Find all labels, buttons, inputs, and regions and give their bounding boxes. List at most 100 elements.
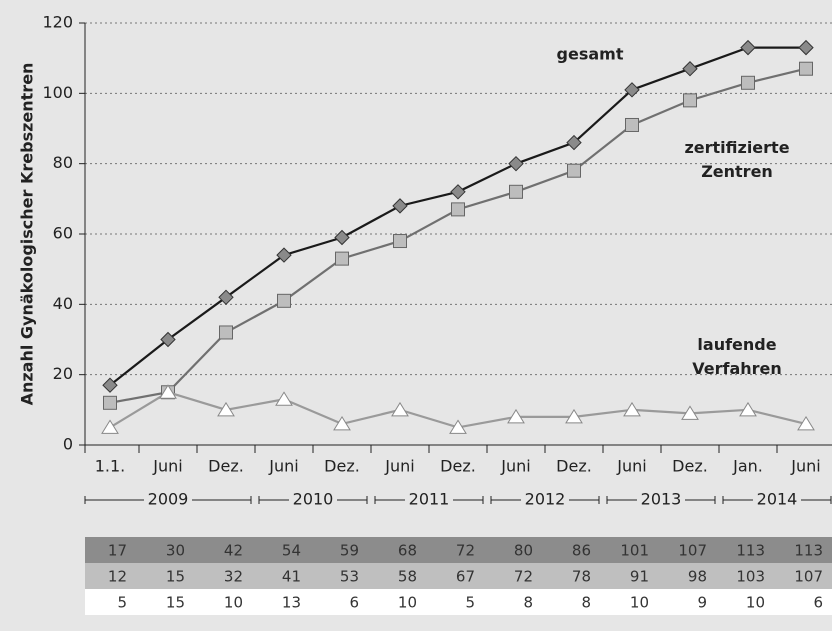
x-tick-label: Juni — [384, 457, 414, 476]
table-cell: 78 — [572, 568, 591, 586]
table-cell: 113 — [794, 542, 823, 560]
x-tick-label: Dez. — [672, 457, 708, 476]
table-row — [85, 589, 832, 615]
table-cell: 41 — [282, 568, 301, 586]
marker — [623, 401, 641, 417]
y-axis-label: Anzahl Gynäkologischer Krebszentren — [18, 63, 37, 406]
marker — [277, 293, 291, 308]
marker — [276, 247, 292, 263]
table-cell: 53 — [340, 568, 359, 586]
table-cell: 103 — [736, 568, 765, 586]
series-label: gesamt — [557, 45, 624, 64]
table-cell: 10 — [398, 594, 417, 612]
table-cell: 32 — [224, 568, 243, 586]
y-tick-label: 20 — [53, 364, 73, 383]
table-row — [85, 563, 832, 589]
year-label: 2013 — [641, 490, 682, 509]
x-tick-label: Juni — [152, 457, 182, 476]
table-cell: 91 — [630, 568, 649, 586]
marker — [101, 419, 119, 434]
marker — [450, 184, 466, 200]
marker — [334, 229, 350, 246]
marker — [739, 401, 757, 417]
year-label: 2012 — [525, 490, 566, 509]
table-cell: 72 — [514, 568, 533, 586]
table-cell: 58 — [398, 568, 417, 586]
marker — [393, 234, 407, 249]
table-cell: 86 — [572, 542, 591, 560]
marker — [681, 405, 699, 420]
series-label: zertifizierte Zentren — [684, 138, 789, 181]
x-tick-label: Dez. — [324, 457, 360, 476]
marker — [507, 408, 525, 424]
y-tick-label: 120 — [42, 13, 73, 32]
marker — [218, 289, 234, 306]
table-cell: 113 — [736, 542, 765, 560]
year-label: 2009 — [148, 490, 189, 509]
table-cell: 80 — [514, 542, 533, 560]
marker — [798, 39, 814, 56]
marker — [391, 401, 409, 417]
x-tick-label: Dez. — [440, 457, 476, 476]
table-cell: 107 — [678, 542, 707, 560]
marker — [392, 198, 408, 214]
x-tick-label: Juni — [790, 457, 820, 476]
table-cell: 10 — [224, 594, 243, 612]
table-cell: 8 — [523, 594, 533, 612]
year-label: 2011 — [409, 490, 450, 509]
table-cell: 6 — [349, 594, 359, 612]
table-cell: 13 — [282, 594, 301, 612]
marker — [682, 61, 698, 77]
marker — [451, 202, 465, 217]
year-label: 2014 — [757, 490, 798, 509]
y-tick-label: 80 — [53, 153, 73, 172]
marker — [797, 415, 815, 431]
marker — [565, 408, 583, 424]
x-tick-label: Dez. — [208, 457, 244, 476]
table-cell: 5 — [117, 594, 127, 612]
table-cell: 101 — [620, 542, 649, 560]
marker — [625, 117, 639, 132]
table-cell: 8 — [581, 594, 591, 612]
marker — [217, 401, 235, 417]
marker — [799, 61, 813, 76]
table-cell: 15 — [166, 594, 185, 612]
x-tick-label: 1.1. — [95, 457, 126, 476]
y-tick-label: 60 — [53, 224, 73, 243]
y-tick-label: 100 — [42, 83, 73, 102]
table-cell: 72 — [456, 542, 475, 560]
x-tick-label: Jan. — [732, 457, 763, 476]
table-cell: 68 — [398, 542, 417, 560]
marker — [509, 184, 523, 199]
marker — [449, 419, 467, 434]
x-tick-label: Dez. — [556, 457, 592, 476]
marker — [508, 155, 524, 172]
x-tick-label: Juni — [268, 457, 298, 476]
marker — [103, 395, 117, 410]
marker — [160, 331, 176, 348]
marker — [219, 325, 233, 340]
marker — [683, 93, 697, 108]
table-cell: 54 — [282, 542, 301, 560]
x-tick-label: Juni — [500, 457, 530, 476]
y-tick-label: 40 — [53, 294, 73, 313]
marker — [567, 163, 581, 178]
table-cell: 30 — [166, 542, 185, 560]
table-cell: 67 — [456, 568, 475, 586]
table-cell: 6 — [813, 594, 823, 612]
table-cell: 98 — [688, 568, 707, 586]
table-cell: 10 — [746, 594, 765, 612]
marker — [102, 377, 118, 393]
table-cell: 17 — [108, 542, 127, 560]
table-cell: 107 — [794, 568, 823, 586]
marker — [159, 384, 177, 399]
table-cell: 42 — [224, 542, 243, 560]
marker — [335, 251, 349, 266]
year-label: 2010 — [293, 490, 334, 509]
y-tick-label: 0 — [63, 435, 73, 454]
x-tick-label: Juni — [616, 457, 646, 476]
marker — [566, 134, 582, 151]
marker — [624, 82, 640, 98]
marker — [275, 391, 293, 406]
table-cell: 15 — [166, 568, 185, 586]
